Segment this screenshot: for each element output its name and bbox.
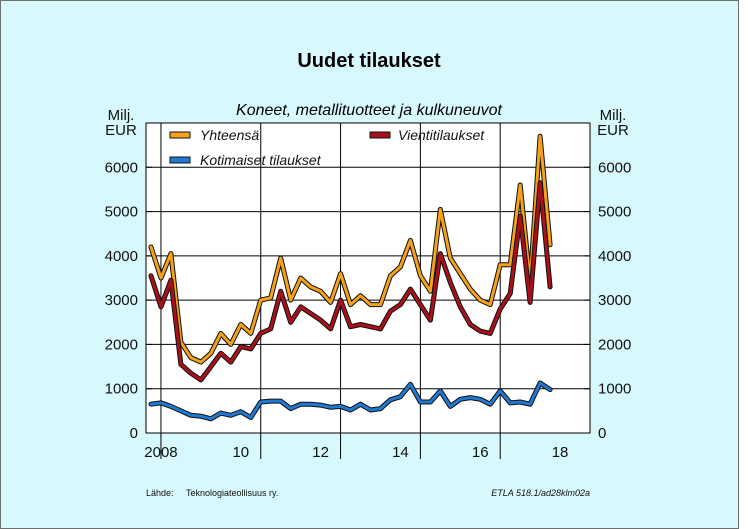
plot-area: 0 0 1000 1000 2000 2000 3000 3000 4000 4000 5000 50…	[105, 122, 631, 461]
chart-title: Uudet tilaukset	[297, 50, 441, 72]
series-line-yhteensa	[149, 134, 552, 364]
y-tick-label-left-6000: 6000	[105, 159, 138, 176]
legend-swatch-vientitilaukset	[369, 131, 391, 139]
source-text: Teknologiateollisuus ry.	[186, 488, 278, 498]
y-tick-label-right-5000: 5000	[598, 204, 631, 221]
legend-label-kotimaiset: Kotimaiset tilaukset	[200, 152, 322, 168]
plot-background	[146, 123, 590, 433]
y-unit-right-line1: Milj.	[600, 107, 627, 124]
y-unit-right-line2: EUR	[597, 122, 629, 139]
x-tick-label-18: 18	[552, 444, 569, 461]
legend-label-yhteensa: Yhteensä	[200, 127, 259, 143]
x-tick-label-14: 14	[392, 444, 409, 461]
x-tick-label-16: 16	[472, 444, 489, 461]
chart-code: ETLA 518.1/ad28klm02a	[491, 488, 590, 498]
y-tick-label-right-4000: 4000	[598, 248, 631, 265]
series-line-kotimaiset	[149, 381, 552, 421]
y-tick-label-left-3000: 3000	[105, 292, 138, 309]
y-tick-label-right-2000: 2000	[598, 336, 631, 353]
legend-swatch-kotimaiset	[169, 156, 191, 164]
y-unit-left-line2: EUR	[105, 122, 137, 139]
y-tick-label-left-4000: 4000	[105, 248, 138, 265]
x-tick-label-2008: 2008	[144, 444, 177, 461]
y-tick-label-right-1000: 1000	[598, 381, 631, 398]
y-tick-label-right-6000: 6000	[598, 159, 631, 176]
y-tick-label-right-3000: 3000	[598, 292, 631, 309]
source-label: Lähde:	[146, 488, 174, 498]
legend: Yhteensä Vientitilaukset Kotimaiset tila…	[169, 127, 485, 168]
y-tick-label-left-2000: 2000	[105, 336, 138, 353]
y-unit-left-line1: Milj.	[108, 107, 135, 124]
x-tick-label-12: 12	[312, 444, 329, 461]
legend-swatch-yhteensa	[169, 131, 191, 139]
series-line-vientitilaukset	[149, 181, 552, 382]
x-tick-label-10: 10	[232, 444, 249, 461]
y-tick-label-left-5000: 5000	[105, 204, 138, 221]
y-tick-label-left-0: 0	[130, 425, 138, 442]
chart-subtitle: Koneet, metallituotteet ja kulkuneuvot	[236, 102, 503, 119]
y-tick-label-left-1000: 1000	[105, 381, 138, 398]
legend-label-vientitilaukset: Vientitilaukset	[398, 127, 485, 143]
y-tick-label-right-0: 0	[598, 425, 606, 442]
plot-border	[145, 122, 591, 434]
